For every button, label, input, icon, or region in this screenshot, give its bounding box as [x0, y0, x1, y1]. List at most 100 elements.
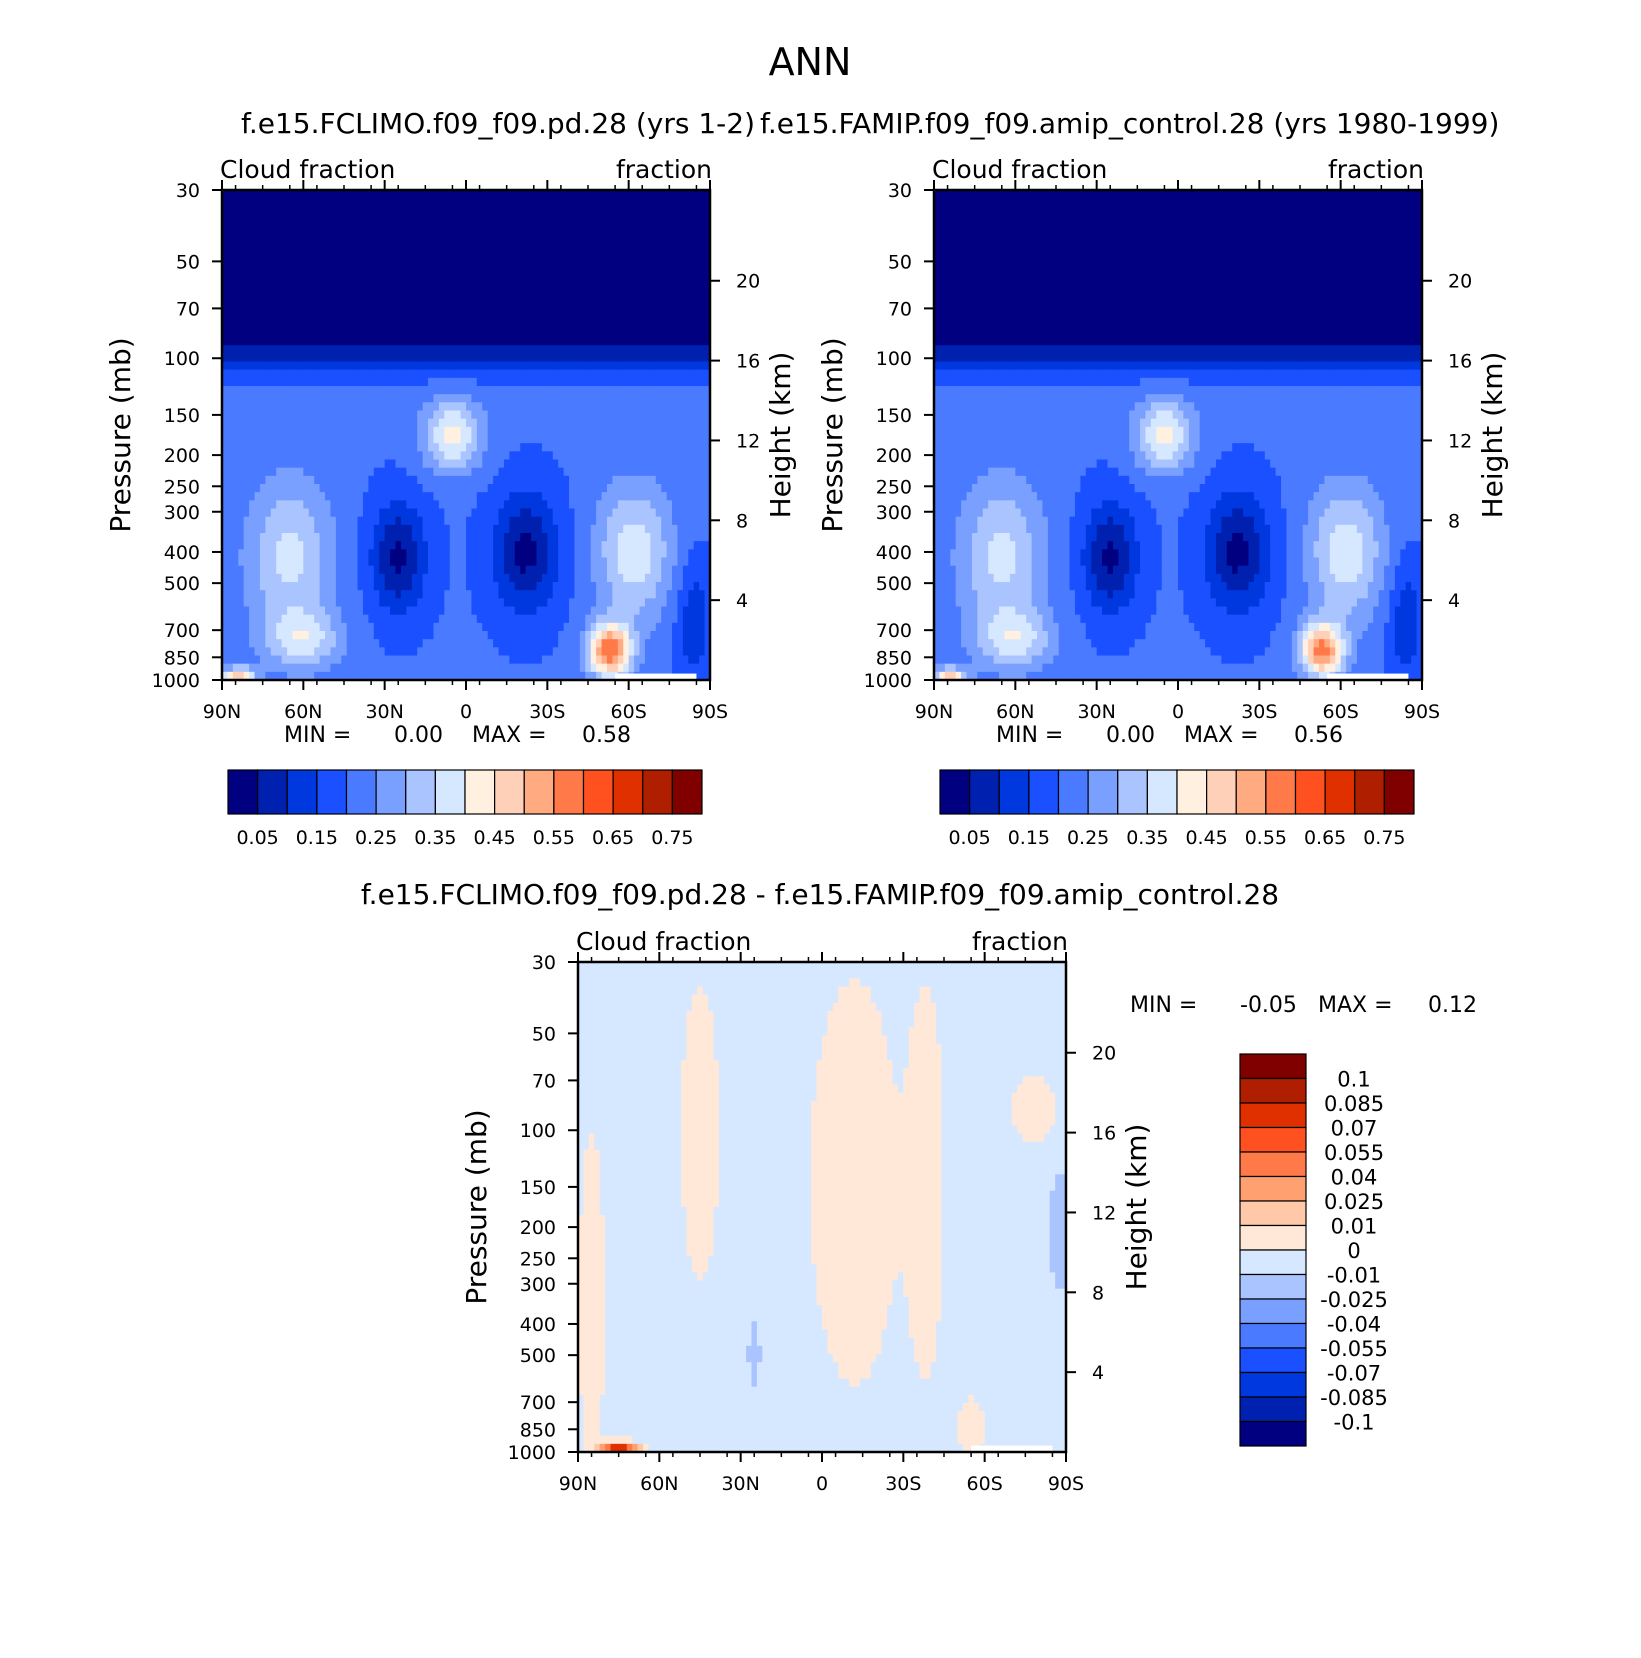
panel1-cell [601, 475, 608, 485]
panel1-cell [493, 500, 500, 510]
panel1-cell [330, 582, 337, 591]
panel1-cell [623, 524, 630, 534]
panel1-cell [634, 353, 641, 363]
panel1-cell [644, 263, 651, 273]
panel1-cell [666, 386, 673, 395]
panel1-cell [617, 426, 624, 436]
panel1-cell [596, 394, 603, 403]
panel1-cell [558, 353, 565, 363]
panel1-cell [330, 573, 337, 583]
panel1-cell [449, 524, 456, 534]
panel1-cell [612, 239, 619, 248]
panel1-cell [276, 443, 283, 452]
panel1-cell [520, 435, 527, 444]
panel1-cell [498, 639, 505, 648]
panel1-cell [292, 451, 299, 461]
panel1-cell [471, 484, 478, 493]
panel1-cell [563, 394, 570, 403]
panel1-cell [384, 500, 391, 510]
panel1-cell [254, 484, 261, 493]
panel1-cell [406, 361, 413, 371]
panel1-cell [655, 247, 662, 256]
panel1-cell [601, 516, 608, 526]
panel1-cell [634, 451, 641, 461]
panel1-cell [585, 410, 592, 420]
panel1-cell [471, 582, 478, 591]
panel1-cell [368, 500, 375, 510]
panel1-cell [281, 353, 288, 363]
panel1-cell [531, 426, 538, 436]
panel1-cell [232, 655, 239, 665]
panel1-cell [579, 206, 586, 216]
panel1-cell [547, 533, 554, 542]
panel1-cell [400, 443, 407, 452]
panel1-cell [585, 622, 592, 632]
panel1-cell [325, 606, 332, 616]
panel1-cell [422, 288, 429, 297]
panel1-cell [222, 484, 229, 493]
panel1-cell [634, 337, 641, 346]
panel1-cell [238, 410, 245, 420]
panel1-cell [661, 533, 668, 542]
panel1-cell [666, 312, 673, 322]
panel1-cell [444, 255, 451, 265]
panel1-cell [276, 467, 283, 477]
panel1-cell [650, 484, 657, 493]
panel1-cell [390, 671, 397, 681]
panel1-cell [276, 459, 283, 469]
panel1-cell [623, 614, 630, 624]
panel1-cell [352, 614, 359, 624]
panel1-cell [308, 647, 315, 657]
panel1-cell [352, 239, 359, 248]
panel1-cell [303, 345, 310, 354]
panel1-cell [373, 230, 380, 240]
panel1-cell [612, 230, 619, 240]
panel1-cell [417, 467, 424, 477]
panel1-cell [330, 647, 337, 657]
panel1-cell [482, 492, 489, 501]
panel1-cell [623, 598, 630, 608]
panel1-cell [574, 304, 581, 314]
panel1-cell [325, 296, 332, 305]
panel1-cell [314, 353, 321, 363]
panel1-cell [503, 443, 510, 452]
panel1-cell [352, 516, 359, 526]
panel1-cell [585, 663, 592, 673]
panel1-cell [460, 239, 467, 248]
panel1-cell [644, 394, 651, 403]
panel1-cell [346, 655, 353, 665]
panel1-cell [503, 214, 510, 224]
panel1-cell [341, 508, 348, 518]
panel1-cell [487, 369, 494, 379]
panel1-cell [574, 230, 581, 240]
panel1-cell [254, 492, 261, 501]
panel1-cell [558, 459, 565, 469]
panel1-cell [335, 239, 342, 248]
panel1-cell [569, 443, 576, 452]
panel1-cell [325, 549, 332, 559]
panel1-cell [466, 647, 473, 657]
panel1-cell [574, 328, 581, 338]
panel1-cell [362, 255, 369, 265]
panel1-cell [628, 255, 635, 265]
panel1-heatmap [222, 190, 711, 681]
panel1-cell [319, 590, 326, 599]
panel1-cell [411, 337, 418, 346]
panel1-cell [368, 279, 375, 289]
panel1-cell [227, 377, 234, 387]
panel1-cell [400, 337, 407, 346]
panel1-cell [287, 386, 294, 395]
panel1-cell [476, 500, 483, 510]
panel1-cell [308, 451, 315, 461]
panel1-cell [623, 214, 630, 224]
panel1-cell [612, 590, 619, 599]
panel1-cell [574, 271, 581, 281]
panel1-cell [227, 557, 234, 567]
panel1-cell [514, 467, 521, 477]
panel1-cell [482, 565, 489, 575]
panel1-cell [232, 500, 239, 510]
panel1-cell [449, 271, 456, 281]
panel1-cell [259, 239, 266, 248]
panel1-cell [346, 533, 353, 542]
panel1-cell [498, 377, 505, 387]
